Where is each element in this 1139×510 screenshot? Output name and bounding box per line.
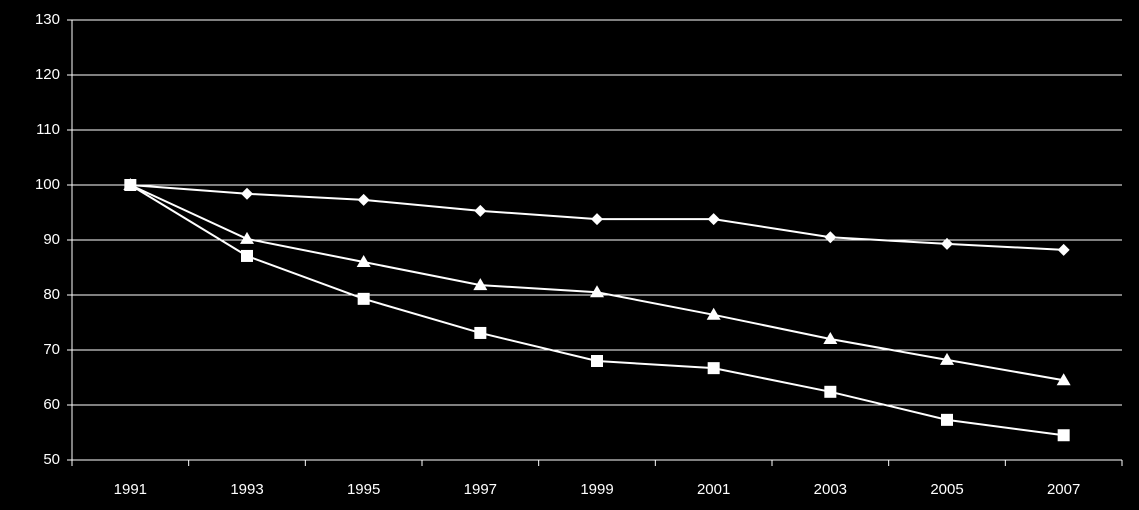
marker: [824, 231, 837, 244]
x-tick-label: 2007: [1047, 481, 1080, 498]
marker: [474, 204, 487, 217]
x-tick-label: 1993: [230, 481, 263, 498]
marker: [1057, 429, 1070, 442]
x-tick-label: 1997: [464, 481, 497, 498]
marker: [591, 355, 603, 367]
y-tick-label: 50: [43, 451, 60, 468]
marker: [124, 179, 137, 191]
marker: [707, 213, 720, 226]
y-tick-label: 130: [35, 11, 60, 28]
marker: [241, 249, 253, 262]
y-tick-label: 70: [43, 341, 60, 358]
marker: [357, 193, 370, 206]
y-tick-label: 110: [36, 121, 60, 138]
x-tick-label: 2003: [814, 481, 847, 498]
marker: [473, 278, 488, 291]
marker: [240, 231, 254, 244]
y-tick-label: 80: [43, 286, 60, 303]
marker: [706, 307, 721, 320]
marker: [941, 413, 953, 426]
y-tick-label: 60: [43, 396, 60, 413]
marker: [824, 385, 837, 398]
x-tick-label: 1995: [347, 481, 380, 498]
x-tick-label: 2005: [930, 481, 963, 498]
marker: [356, 255, 371, 267]
marker: [474, 326, 487, 339]
marker: [941, 237, 953, 250]
y-tick-label: 100: [35, 176, 60, 193]
marker: [591, 213, 603, 226]
y-tick-label: 120: [35, 66, 60, 83]
marker: [707, 362, 720, 375]
marker: [823, 332, 838, 344]
x-tick-label: 1999: [580, 481, 613, 498]
y-tick-label: 90: [43, 231, 60, 248]
x-tick-label: 2001: [697, 481, 730, 498]
marker: [940, 352, 954, 365]
x-tick-label: 1991: [114, 481, 147, 498]
marker: [241, 187, 253, 200]
marker: [1056, 373, 1071, 386]
marker: [1057, 243, 1070, 256]
marker: [590, 285, 604, 298]
marker: [357, 292, 370, 305]
